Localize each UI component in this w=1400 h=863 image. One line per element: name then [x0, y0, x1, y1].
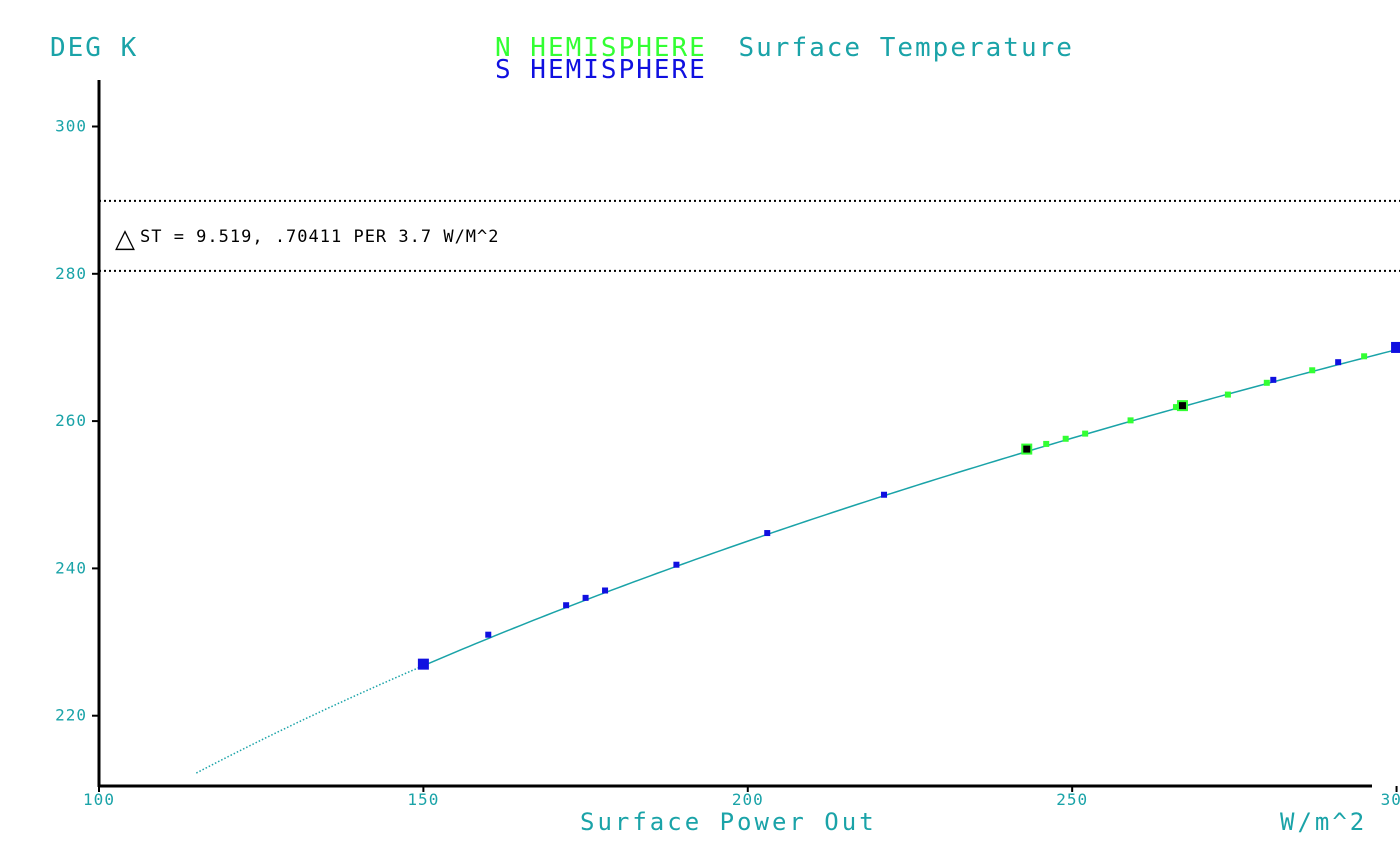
x-tick-label: 250 [1056, 790, 1088, 809]
delta-symbol: △ [115, 224, 135, 254]
north-point [1082, 430, 1089, 437]
chart-title-north-label: N HEMISPHERE [495, 33, 707, 63]
x-axis-unit-label: W/m^2 [1280, 808, 1367, 836]
y-tick-label: 260 [55, 411, 87, 430]
axis-ticks: 100150200250300350400450220240260280300 [55, 117, 1400, 810]
y-tick-label: 220 [55, 706, 87, 725]
south-point [602, 587, 609, 594]
north-point [1062, 435, 1069, 442]
highlighted-point [1178, 402, 1186, 410]
chart-title-main: Surface Temperature [739, 33, 1074, 63]
delta-annotation-text: ST = 9.519, .70411 PER 3.7 W/M^2 [140, 227, 500, 247]
x-axis-title: Surface Power Out [580, 808, 877, 836]
y-axis-unit-label: DEG K [50, 33, 138, 63]
north-point [1263, 379, 1270, 386]
south-point [1335, 359, 1342, 366]
south-point [582, 594, 589, 601]
fit-curve-layer [195, 347, 1400, 774]
north-point [1224, 391, 1231, 398]
north-point [1127, 417, 1134, 424]
south-point [1393, 344, 1400, 351]
reference-lines [99, 199, 1400, 272]
x-tick-label: 200 [732, 790, 764, 809]
chart-title-line1: N HEMISPHERE Surface Temperature [495, 33, 1074, 63]
y-tick-label: 300 [55, 117, 87, 136]
south-point [485, 631, 492, 638]
x-tick-label: 150 [407, 790, 439, 809]
south-point [764, 530, 771, 537]
delta-annotation: △ ST = 9.519, .70411 PER 3.7 W/M^2 [115, 224, 500, 254]
south-point [563, 602, 570, 609]
highlighted-point [1023, 445, 1031, 453]
north-point [1361, 353, 1368, 360]
chart-title-south-label: S HEMISPHERE [495, 55, 707, 85]
north-point [1172, 404, 1179, 411]
south-point [1270, 376, 1277, 383]
south-point [881, 491, 888, 498]
north-point [1309, 367, 1316, 374]
x-tick-label: 300 [1381, 790, 1400, 809]
fit-curve-dotted-segment [195, 664, 424, 774]
y-tick-label: 240 [55, 558, 87, 577]
north-point [1043, 440, 1050, 447]
south-point [420, 661, 427, 668]
x-tick-label: 100 [83, 790, 115, 809]
fit-curve [423, 347, 1400, 667]
south-point [673, 561, 680, 568]
data-points-layer [417, 341, 1400, 670]
y-tick-label: 280 [55, 264, 87, 283]
